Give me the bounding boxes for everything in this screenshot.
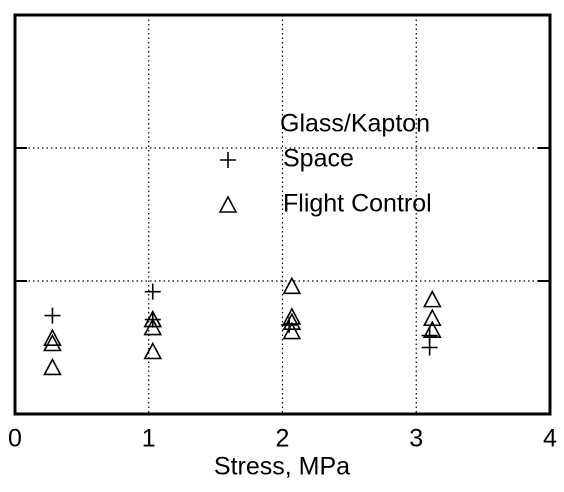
legend-title: Glass/Kapton (280, 110, 430, 138)
legend-label: Space (283, 145, 354, 173)
x-tick-label: 2 (276, 425, 290, 453)
data-point (421, 327, 438, 344)
plot-frame (13, 13, 552, 416)
data-point (422, 289, 442, 308)
data-point (44, 307, 61, 324)
x-axis-label: Stress, MPa (214, 453, 350, 481)
data-point (143, 309, 163, 328)
legend-marker (220, 152, 236, 168)
x-tick-label: 1 (142, 425, 156, 453)
legend-label: Flight Control (283, 190, 432, 218)
data-point (144, 283, 161, 300)
data-point (282, 276, 302, 295)
data-point (282, 307, 302, 325)
data-point (143, 317, 163, 336)
data-point (43, 333, 62, 352)
x-tick-label: 4 (543, 425, 557, 453)
data-point (43, 357, 62, 376)
data-point (422, 320, 442, 339)
data-point (282, 312, 302, 331)
legend-marker (218, 195, 238, 213)
data-point (422, 308, 442, 327)
data-point (143, 341, 163, 360)
x-tick-label: 0 (8, 425, 22, 453)
data-point (282, 321, 302, 340)
x-tick-label: 3 (409, 425, 423, 453)
data-point (43, 328, 62, 346)
